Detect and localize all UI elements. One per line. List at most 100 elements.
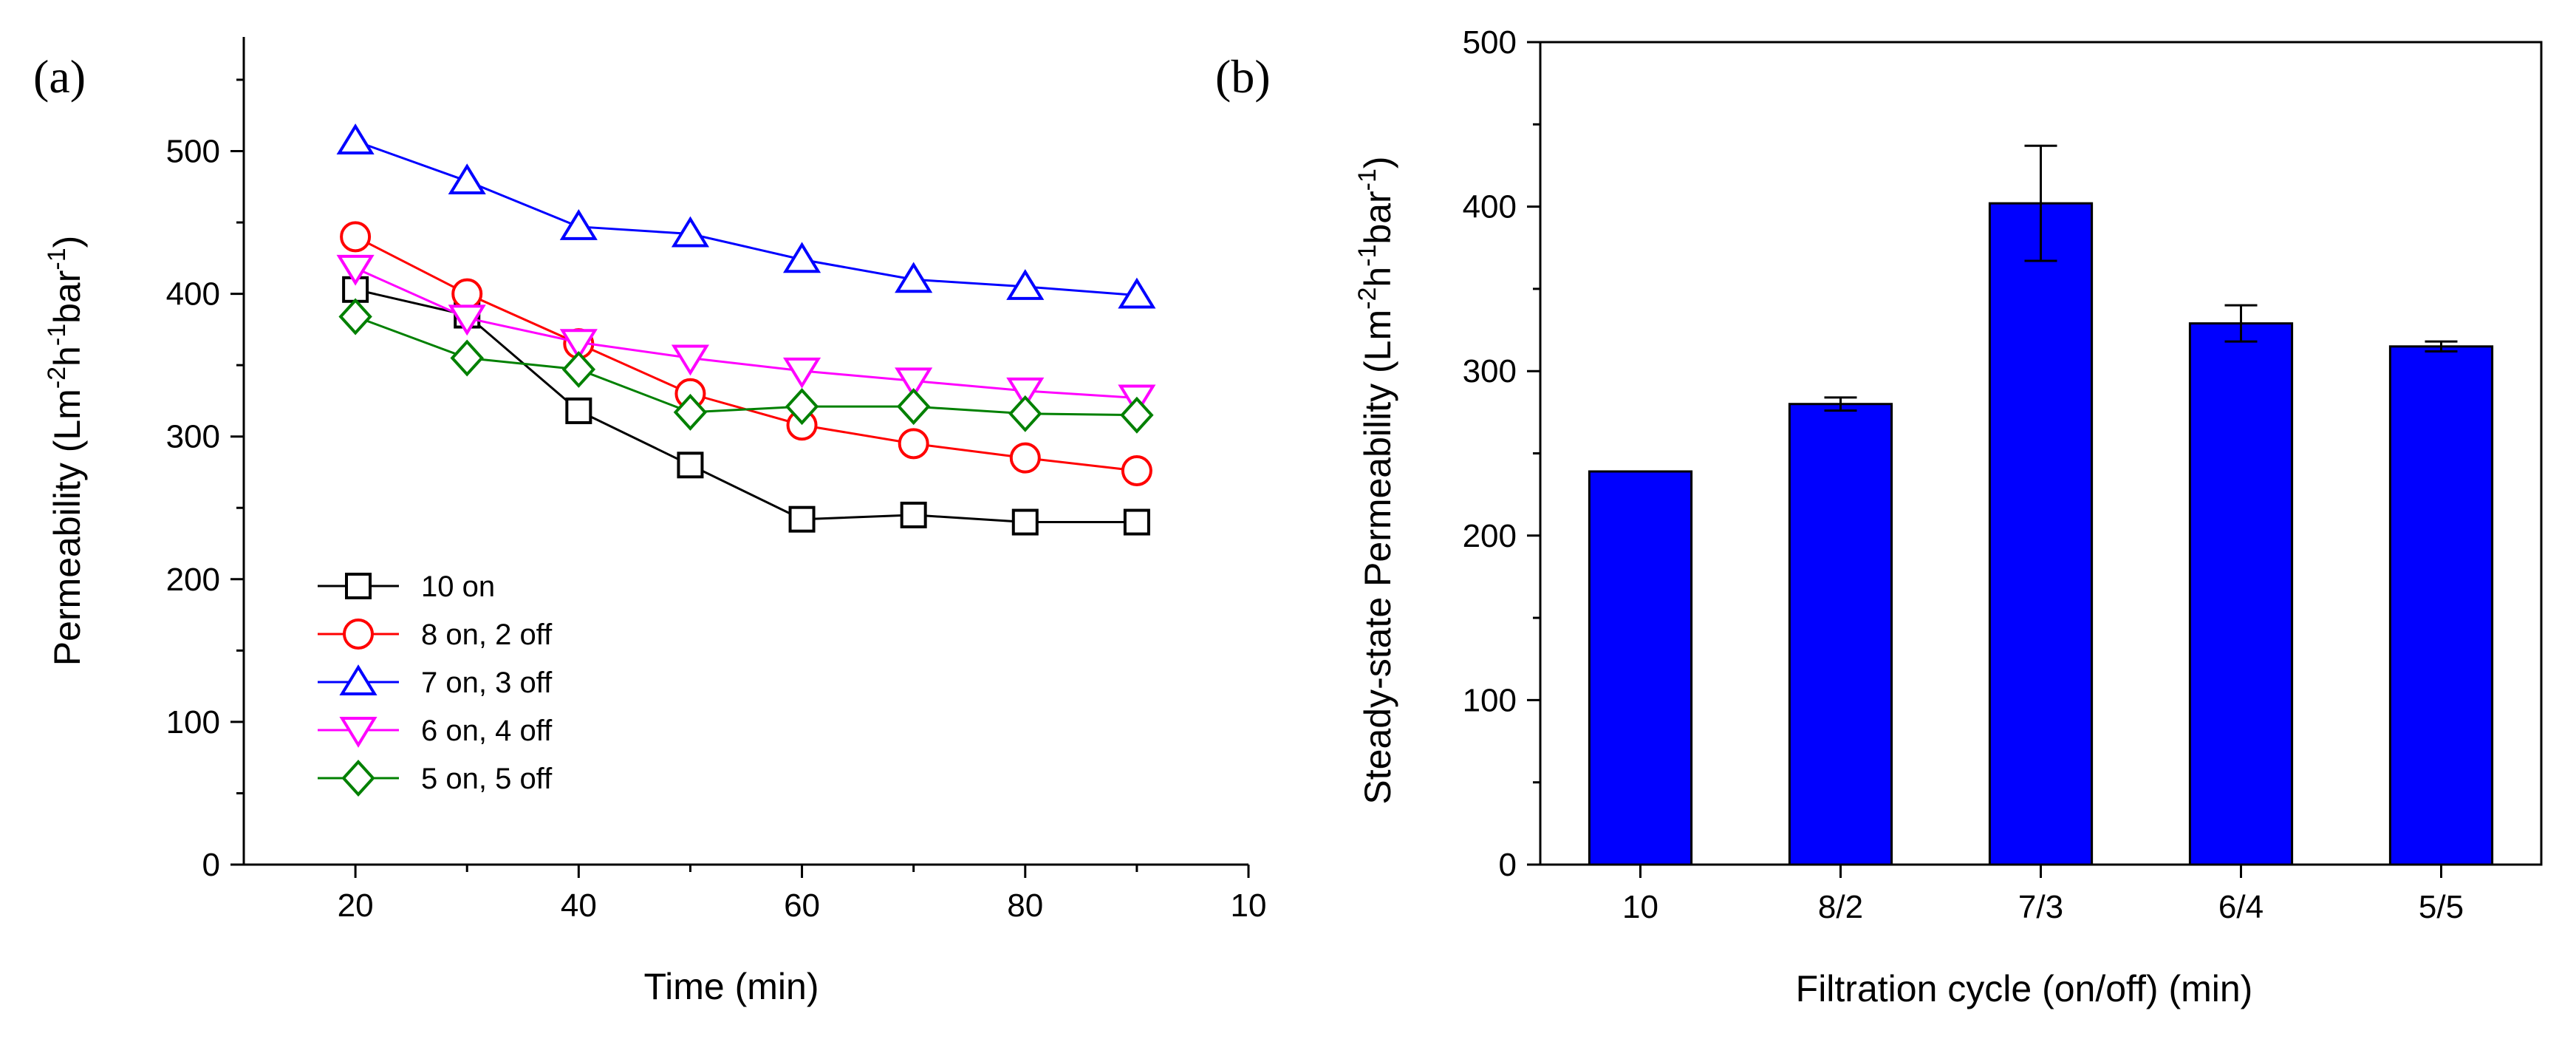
ylabel-suffix: ) <box>1357 156 1398 168</box>
data-point <box>448 304 486 336</box>
data-point <box>782 357 821 389</box>
data-point <box>782 242 821 273</box>
bar <box>2188 322 2294 866</box>
ylabel-sup: -1 <box>1353 245 1381 267</box>
legend-label: 5 on, 5 off <box>421 763 553 795</box>
data-point <box>1008 395 1042 432</box>
panel-b-bars <box>1588 144 2494 866</box>
data-point <box>671 216 710 248</box>
x-tick-label: 7/3 <box>2018 889 2063 925</box>
y-tick-label: 200 <box>1463 518 1517 554</box>
legend-item: 8 on, 2 off <box>318 619 553 651</box>
bar <box>1988 202 2094 866</box>
legend-label: 8 on, 2 off <box>421 619 553 651</box>
ylabel-unit: h <box>1357 267 1398 287</box>
legend-marker <box>339 664 377 695</box>
legend-marker <box>345 573 372 599</box>
ylabel-prefix: Permeability (Lm <box>47 389 88 666</box>
legend-item: 7 on, 3 off <box>318 664 553 699</box>
data-point <box>1011 508 1039 536</box>
data-point <box>565 397 592 424</box>
data-point <box>900 501 927 528</box>
y-tick-label: 500 <box>166 133 220 169</box>
series-line <box>355 288 1137 524</box>
panel-a-label: (a) <box>33 50 86 103</box>
y-tick-label: 100 <box>1463 682 1517 718</box>
y-tick-label: 200 <box>166 562 220 598</box>
x-tick-label: 10 <box>1622 889 1658 925</box>
series-4 <box>338 298 1154 434</box>
y-tick-label: 300 <box>166 419 220 455</box>
ylabel-sup: -1 <box>1353 168 1381 191</box>
x-tick-label: 8/2 <box>1818 889 1863 925</box>
data-point <box>1006 377 1045 409</box>
panel-b-bar-chart: (b) 0 100 200 300 400 500 10 8/2 7/3 6/4 5/5 Filt… <box>1215 24 2543 1009</box>
panel-a-y-ticks: 0 100 200 300 400 500 <box>166 78 244 883</box>
panel-a-axes <box>242 37 1248 866</box>
ylabel-prefix: Steady-state Permeability (Lm <box>1357 310 1398 805</box>
data-point <box>1006 269 1045 300</box>
data-point <box>559 208 598 240</box>
data-point <box>340 221 372 253</box>
data-point <box>451 278 483 310</box>
ylabel-suffix: ) <box>47 236 88 248</box>
panel-b-y-axis-title: Steady-state Permeability (Lm-2h-1bar-1) <box>1353 156 1398 804</box>
panel-a-legend: 10 on 8 on, 2 off 7 on, 3 off 6 on, 4 off 5 … <box>318 570 553 797</box>
x-tick-label: 40 <box>561 888 597 924</box>
data-point <box>1121 455 1152 487</box>
data-point <box>673 393 708 431</box>
y-tick-label: 0 <box>1499 847 1517 883</box>
series-line <box>355 267 1137 400</box>
ylabel-unit: h <box>47 346 88 367</box>
y-tick-label: 400 <box>1463 189 1517 225</box>
data-point <box>1009 442 1041 474</box>
legend-marker <box>341 760 375 797</box>
data-point <box>561 350 596 388</box>
data-point <box>895 367 933 399</box>
data-point <box>788 505 816 533</box>
y-tick-label: 300 <box>1463 353 1517 389</box>
data-point <box>448 163 486 195</box>
ylabel-sup: -2 <box>43 367 71 389</box>
bar <box>1588 470 1693 866</box>
panel-b-x-ticks: 10 8/2 7/3 6/4 5/5 <box>1622 865 2464 925</box>
x-tick-label: 6/4 <box>2218 889 2264 925</box>
bar-group <box>2388 340 2494 866</box>
series-2 <box>336 123 1156 309</box>
x-tick-label: 5/5 <box>2419 889 2464 925</box>
bar-group <box>2188 304 2294 866</box>
bar-group <box>1588 470 1693 866</box>
panel-b-label: (b) <box>1215 50 1271 103</box>
ylabel-unit: bar <box>47 270 88 324</box>
data-point <box>336 123 375 154</box>
legend-label: 10 on <box>421 570 495 603</box>
series-line <box>355 316 1137 417</box>
ylabel-sup: -2 <box>1353 287 1381 310</box>
y-tick-label: 500 <box>1463 24 1517 61</box>
data-point <box>895 262 933 293</box>
panel-a-x-axis-title: Time (min) <box>643 966 819 1007</box>
panel-b-y-ticks: 0 100 200 300 400 500 <box>1463 24 1540 883</box>
panel-a-y-axis-title: Permeability (Lm-2h-1bar-1) <box>43 236 88 667</box>
x-tick-label: 60 <box>784 888 820 924</box>
legend-item: 5 on, 5 off <box>318 760 553 797</box>
legend-label: 6 on, 4 off <box>421 715 553 747</box>
data-point <box>559 329 598 361</box>
ylabel-sup: -1 <box>43 324 71 346</box>
bar <box>2388 345 2494 866</box>
legend-item: 6 on, 4 off <box>318 715 553 748</box>
series-line <box>355 140 1138 297</box>
panel-b-x-axis-title: Filtration cycle (on/off) (min) <box>1796 968 2253 1009</box>
data-point <box>1123 508 1150 536</box>
data-point <box>336 254 375 286</box>
data-point <box>450 339 484 377</box>
legend-label: 7 on, 3 off <box>421 667 553 699</box>
legend-marker <box>343 619 374 650</box>
data-point <box>671 344 710 376</box>
data-point <box>785 388 819 426</box>
data-point <box>1118 277 1156 309</box>
panel-a-line-chart: (a) 0 100 200 300 400 500 20 40 60 80 10 10 on 8 o… <box>33 37 1266 1007</box>
y-tick-label: 400 <box>166 276 220 313</box>
data-point <box>1120 396 1154 434</box>
